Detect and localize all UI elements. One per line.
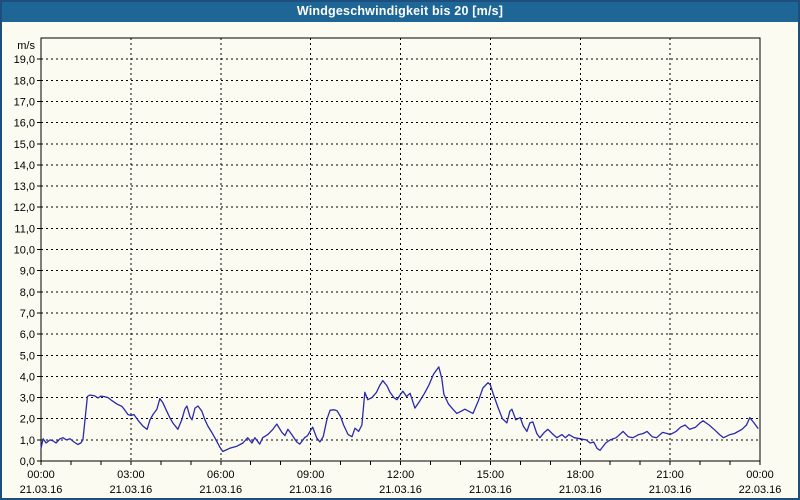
y-tick-label: 7,0 (20, 308, 35, 320)
x-tick-date-label: 21.03.16 (289, 484, 332, 496)
y-tick-label: 13,0 (14, 181, 35, 193)
y-tick-label: 4,0 (20, 371, 35, 383)
x-tick-time-label: 00:00 (746, 469, 774, 481)
x-tick-date-label: 21.03.16 (649, 484, 692, 496)
x-tick-time-label: 09:00 (297, 469, 325, 481)
y-tick-label: 19,0 (14, 54, 35, 66)
y-tick-label: 2,0 (20, 414, 35, 426)
wind-speed-line (40, 366, 759, 453)
x-tick-time-label: 18:00 (566, 469, 594, 481)
title-bar: Windgeschwindigkeit bis 20 [m/s] (0, 0, 800, 22)
x-tick-date-label: 22.03.16 (739, 484, 782, 496)
y-tick-label: 15,0 (14, 139, 35, 151)
plot-frame (40, 37, 761, 462)
x-tick-time-label: 15:00 (477, 469, 505, 481)
y-tick-label: 8,0 (20, 287, 35, 299)
y-axis-unit-label: m/s (17, 40, 35, 52)
y-tick-label: 16,0 (14, 118, 35, 130)
x-tick-date-label: 21.03.16 (379, 484, 422, 496)
x-tick-time-label: 12:00 (387, 469, 415, 481)
x-tick-time-label: 06:00 (207, 469, 235, 481)
y-tick-label: 12,0 (14, 202, 35, 214)
y-tick-label: 9,0 (20, 266, 35, 278)
x-tick-date-label: 21.03.16 (109, 484, 152, 496)
x-tick-time-label: 21:00 (656, 469, 684, 481)
y-tick-label: 14,0 (14, 160, 35, 172)
x-tick-date-label: 21.03.16 (469, 484, 512, 496)
x-tick-date-label: 21.03.16 (559, 484, 602, 496)
y-tick-label: 3,0 (20, 393, 35, 405)
y-tick-label: 0,0 (20, 456, 35, 468)
x-tick-date-label: 21.03.16 (199, 484, 242, 496)
y-tick-label: 18,0 (14, 75, 35, 87)
x-tick-time-label: 00:00 (27, 469, 55, 481)
x-tick-date-label: 21.03.16 (20, 484, 63, 496)
x-tick-time-label: 03:00 (117, 469, 145, 481)
y-tick-label: 1,0 (20, 435, 35, 447)
y-tick-label: 10,0 (14, 245, 35, 257)
y-tick-label: 11,0 (14, 223, 35, 235)
y-tick-label: 17,0 (14, 96, 35, 108)
y-tick-label: 5,0 (20, 350, 35, 362)
chart-title: Windgeschwindigkeit bis 20 [m/s] (296, 4, 504, 18)
y-tick-label: 6,0 (20, 329, 35, 341)
